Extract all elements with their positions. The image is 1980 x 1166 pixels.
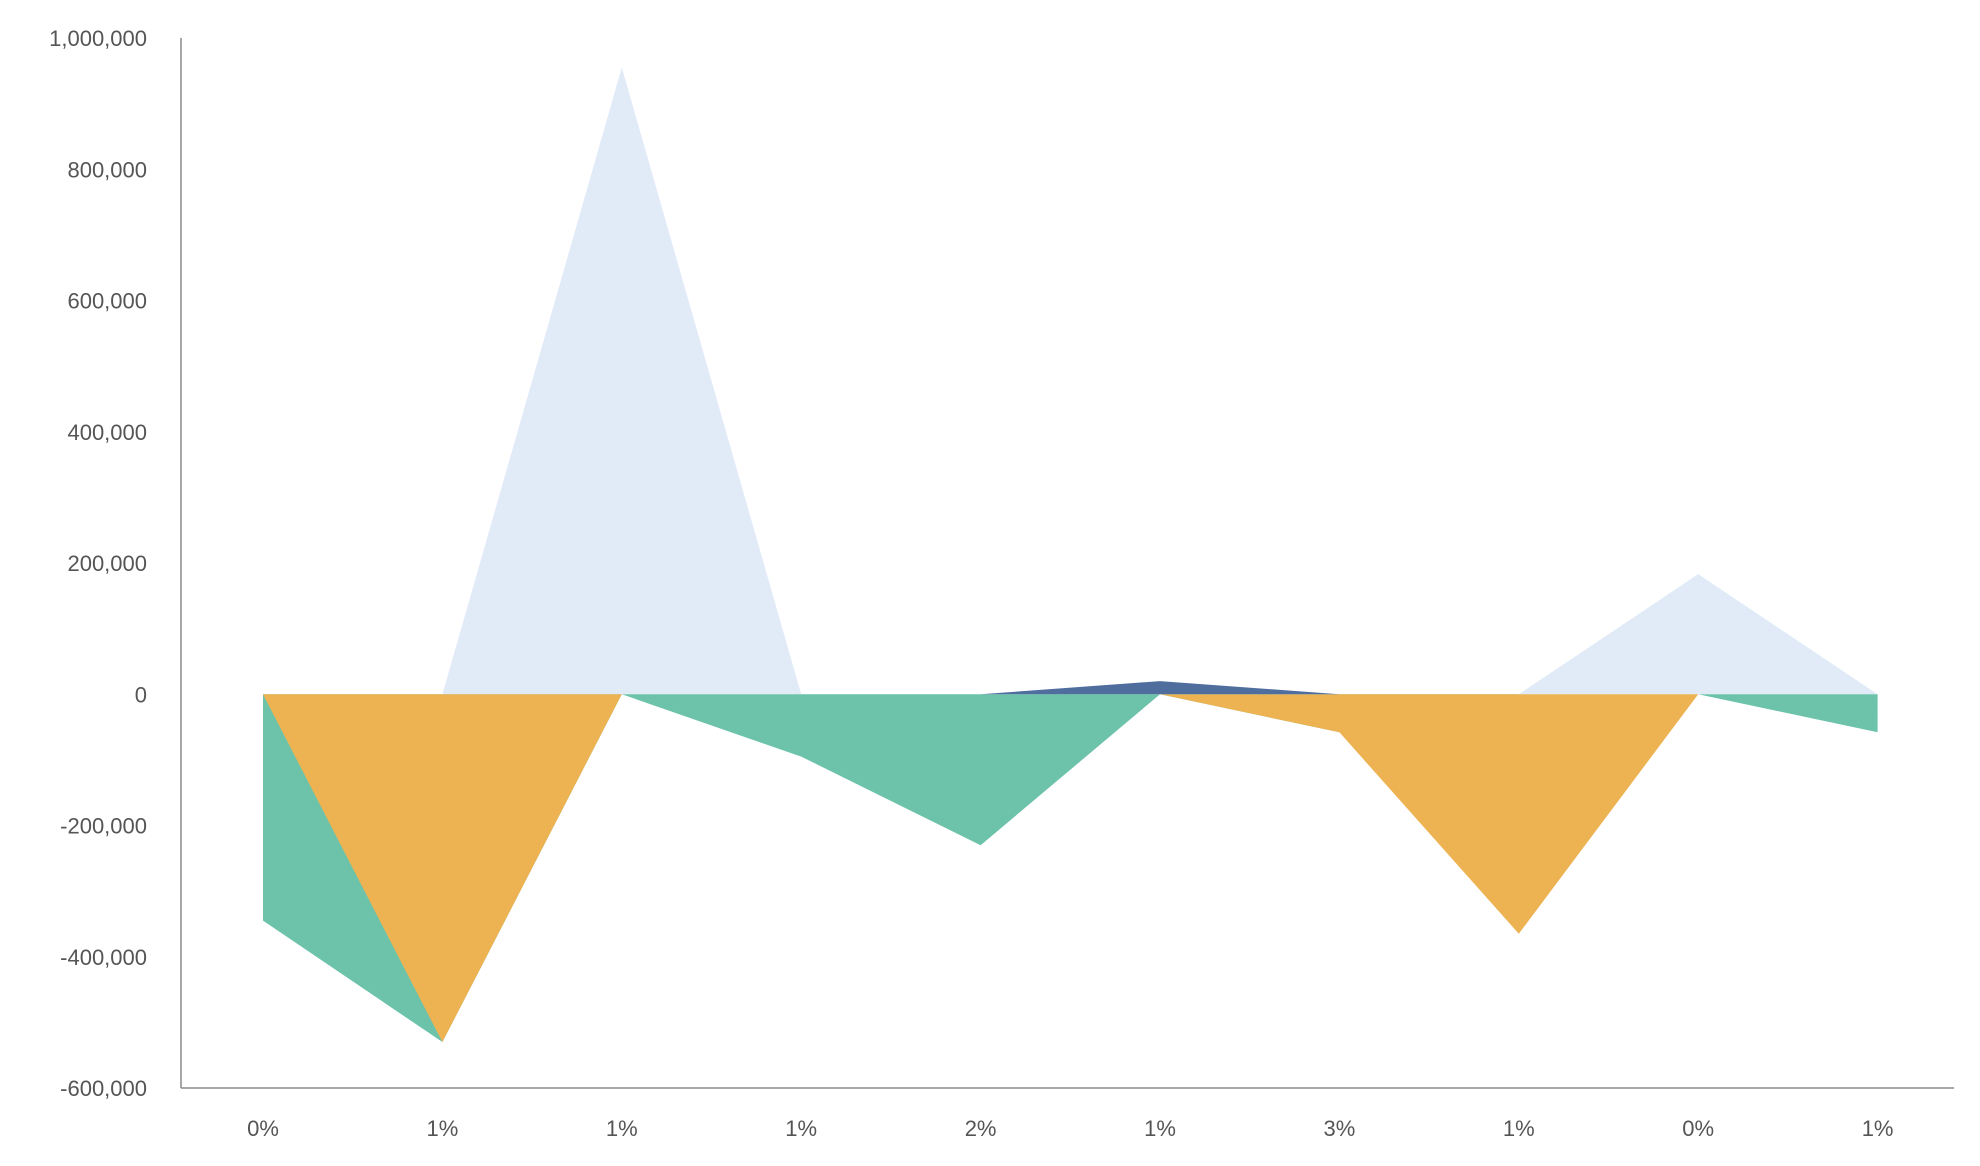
y-tick-labels: -600,000 -400,000 -200,000 0 200,000 400,000 6… [49, 26, 147, 1101]
x-tick-label: 0% [247, 1116, 279, 1141]
y-tick-label: 200,000 [67, 551, 147, 576]
x-tick-labels: 0% 1% 1% 1% 2% 1% 3% 1% 0% 1% [247, 1116, 1893, 1141]
x-tick-label: 1% [1503, 1116, 1535, 1141]
y-tick-label: 1,000,000 [49, 26, 147, 51]
series-areas [263, 67, 1878, 1043]
y-tick-label: 0 [135, 682, 147, 707]
x-tick-label: 0% [1682, 1116, 1714, 1141]
y-tick-label: 400,000 [67, 420, 147, 445]
x-tick-label: 1% [785, 1116, 817, 1141]
series-area-4 [263, 681, 1878, 695]
series-area-1 [263, 67, 1878, 846]
series-area-3 [263, 694, 1878, 1043]
x-tick-label: 1% [606, 1116, 638, 1141]
y-tick-label: 800,000 [67, 157, 147, 182]
x-tick-label: 2% [965, 1116, 997, 1141]
x-tick-label: 1% [427, 1116, 459, 1141]
y-tick-label: 600,000 [67, 289, 147, 314]
x-tick-label: 1% [1862, 1116, 1894, 1141]
y-tick-label: -200,000 [60, 814, 147, 839]
y-tick-label: -600,000 [60, 1076, 147, 1101]
x-tick-label: 1% [1144, 1116, 1176, 1141]
y-tick-label: -400,000 [60, 945, 147, 970]
x-tick-label: 3% [1324, 1116, 1356, 1141]
